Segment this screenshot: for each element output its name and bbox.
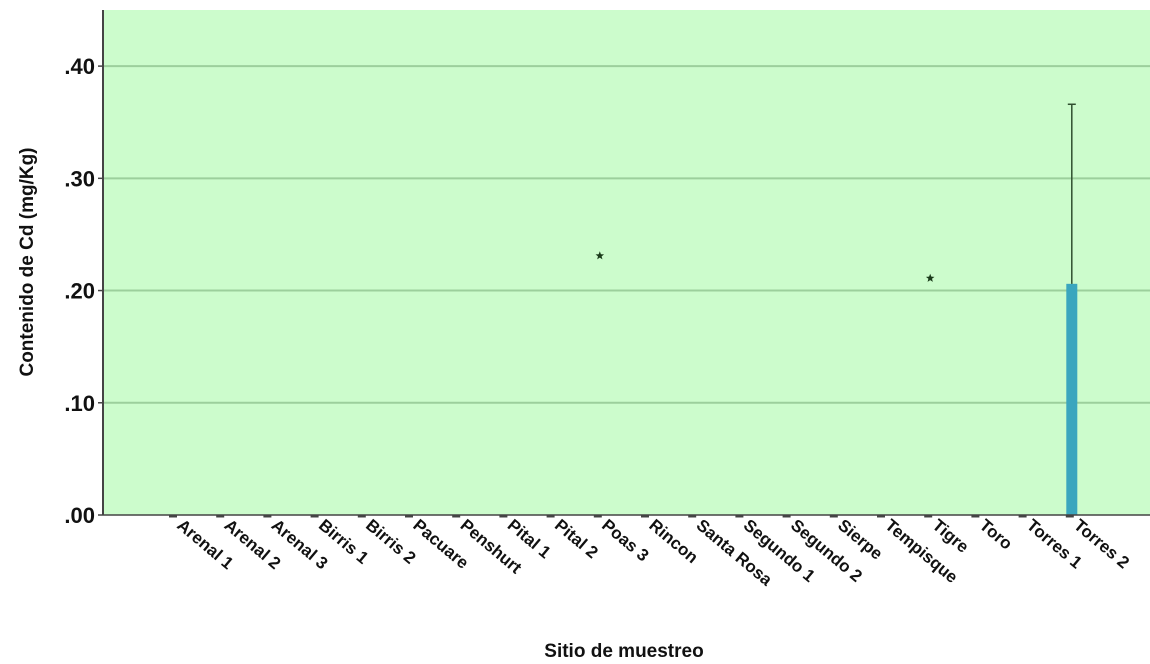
y-axis-title: Contenido de Cd (mg/Kg) [17, 147, 38, 376]
x-tick-label: Birris 2 [362, 516, 419, 568]
outlier-star-marker [925, 273, 935, 282]
gridlines [103, 65, 1150, 404]
outlier-star-marker [595, 251, 605, 260]
x-tick-label: Poas 3 [598, 516, 652, 566]
y-tick-label: .10 [64, 391, 95, 416]
outlier-markers [595, 251, 935, 282]
y-tick-label: .00 [64, 503, 95, 528]
error-bars [1067, 103, 1076, 284]
x-tick-label: Pital 2 [551, 516, 602, 563]
plot-background [103, 10, 1150, 515]
x-tick-label: Toro [976, 516, 1016, 554]
bar [1066, 283, 1078, 515]
y-axis-ticks: .00 .10 .20 .30 .40 [64, 54, 103, 528]
x-axis-title: Sitio de muestreo [544, 641, 703, 662]
y-tick-label: .30 [64, 166, 95, 191]
bars [1066, 283, 1078, 515]
y-tick-label: .40 [64, 54, 95, 79]
y-tick-label: .20 [64, 279, 95, 304]
x-tick-label: Rincon [645, 516, 701, 568]
